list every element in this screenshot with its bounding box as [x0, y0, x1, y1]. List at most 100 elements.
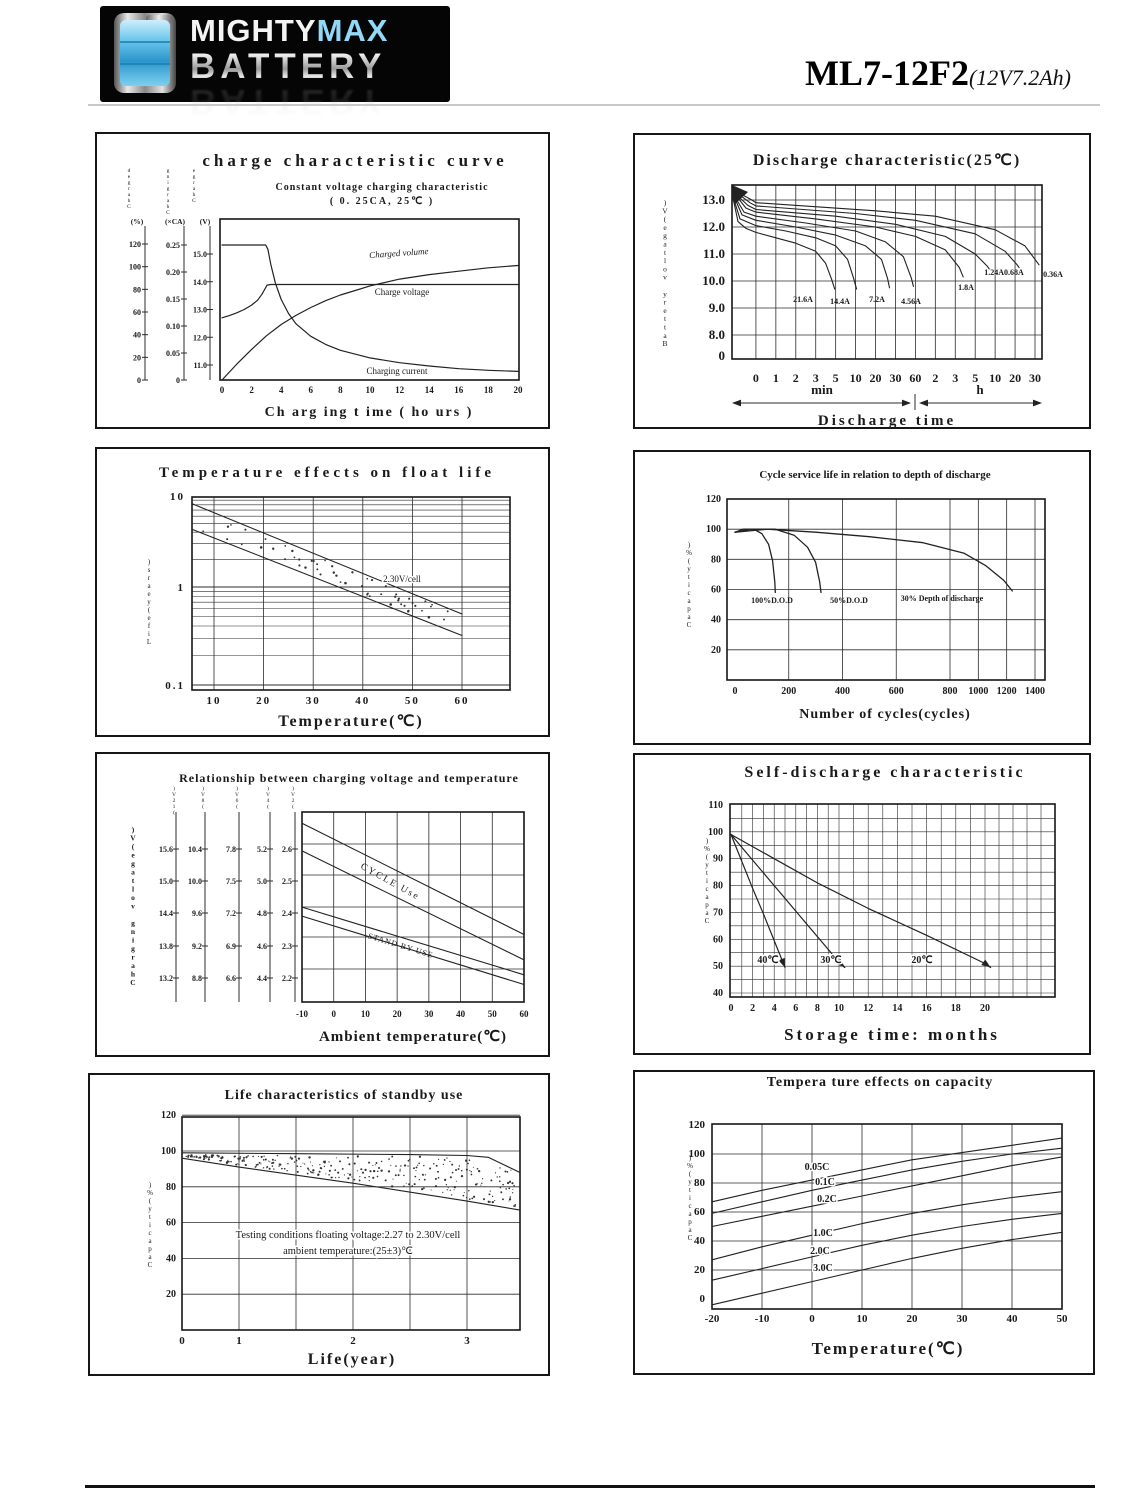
svg-text:V: V [201, 792, 205, 798]
svg-text:20: 20 [907, 1313, 919, 1325]
svg-text:15.0: 15.0 [193, 250, 207, 259]
svg-text:): ) [292, 785, 294, 792]
svg-text:5: 5 [972, 371, 978, 385]
svg-text:0.20: 0.20 [166, 268, 180, 277]
svg-text:n: n [167, 174, 170, 180]
svg-text:2: 2 [292, 798, 295, 804]
svg-text:2.6: 2.6 [282, 845, 292, 854]
footer-rule [85, 1485, 1095, 1488]
svg-text:i: i [149, 1221, 151, 1229]
svg-text:(: ( [132, 842, 135, 851]
svg-text:a: a [705, 909, 709, 917]
svg-text:c: c [687, 589, 690, 597]
svg-text:100: 100 [129, 263, 141, 272]
svg-text:Charging current: Charging current [366, 366, 428, 376]
svg-text:3: 3 [952, 371, 958, 385]
svg-text:C: C [688, 1234, 693, 1242]
chart-self-discharge: Self-discharge characteristic 110 100 90 80 7… [633, 753, 1091, 1055]
svg-text:100: 100 [706, 524, 721, 535]
svg-text:Discharge time: Discharge time [818, 413, 956, 427]
svg-text:Number of cycles(cycles): Number of cycles(cycles) [799, 707, 970, 722]
svg-text:4.8: 4.8 [257, 909, 267, 918]
svg-text:-10: -10 [296, 1009, 308, 1019]
svg-text:30: 30 [889, 371, 901, 385]
svg-text:8: 8 [202, 798, 205, 804]
svg-text:40: 40 [133, 331, 141, 340]
svg-text:18: 18 [484, 385, 494, 395]
chart-charging-voltage-temperature: Relationship between charging voltage an… [95, 752, 550, 1057]
svg-text:0: 0 [809, 1313, 815, 1325]
svg-text:4.4: 4.4 [257, 974, 267, 983]
svg-text:c: c [688, 1202, 691, 1210]
svg-text:50: 50 [1057, 1313, 1069, 1325]
svg-text:Self-discharge characteristic: Self-discharge characteristic [744, 764, 1025, 781]
svg-text:20: 20 [133, 353, 141, 362]
svg-text:2.5: 2.5 [282, 877, 292, 886]
svg-text:): ) [688, 541, 691, 549]
svg-text:l: l [132, 885, 134, 894]
svg-text:80: 80 [711, 554, 721, 565]
svg-text:): ) [706, 837, 709, 845]
svg-text:r: r [128, 186, 130, 192]
svg-text:2.30V/cell: 2.30V/cell [383, 574, 421, 584]
svg-text:80: 80 [713, 881, 723, 892]
svg-text:120: 120 [161, 1110, 176, 1121]
svg-text:s: s [148, 566, 151, 574]
svg-text:12: 12 [395, 385, 405, 395]
svg-text:V: V [266, 792, 270, 798]
svg-text:2.0C: 2.0C [810, 1246, 830, 1257]
svg-text:i: i [148, 630, 150, 638]
svg-text:21.6A: 21.6A [793, 295, 813, 304]
svg-text:Cycle service life in relation: Cycle service life in relation to depth … [759, 469, 990, 481]
svg-text:g: g [128, 180, 131, 186]
svg-text:0.2C: 0.2C [817, 1194, 837, 1205]
svg-text:6.9: 6.9 [226, 942, 236, 951]
svg-text:4: 4 [279, 385, 284, 395]
svg-text:0.15: 0.15 [166, 295, 180, 304]
svg-text:20: 20 [256, 695, 271, 707]
svg-text:V: V [291, 792, 295, 798]
svg-text:-20: -20 [705, 1313, 720, 1325]
logo-line1: MIGHTYMAX [190, 14, 445, 48]
svg-text:e: e [131, 851, 135, 860]
svg-text:100%D.O.D: 100%D.O.D [751, 596, 793, 605]
svg-text:ambient temperature:(25±3)℃: ambient temperature:(25±3)℃ [283, 1246, 413, 1257]
header-divider [88, 104, 1100, 106]
svg-text:0.1: 0.1 [165, 680, 185, 692]
svg-text:0.25: 0.25 [166, 241, 180, 250]
svg-text:120: 120 [706, 494, 721, 505]
svg-text:a: a [663, 331, 667, 340]
svg-text:t: t [149, 1213, 151, 1221]
svg-text:6.6: 6.6 [226, 974, 236, 983]
svg-text:100: 100 [161, 1146, 176, 1157]
svg-text:40: 40 [713, 988, 723, 999]
svg-text:15.0: 15.0 [159, 877, 173, 886]
svg-text:n: n [131, 927, 136, 936]
svg-text:a: a [193, 186, 196, 192]
svg-text:20: 20 [1009, 371, 1021, 385]
svg-text:): ) [689, 1154, 692, 1162]
logo-word-battery: BATTERY [190, 48, 445, 86]
svg-text:6: 6 [236, 798, 239, 804]
chart-float-life: Temperature effects on float life 10 1 0.1)… [95, 447, 550, 737]
svg-text:4.56A: 4.56A [901, 297, 921, 306]
svg-text:12: 12 [863, 1003, 873, 1014]
svg-text:C: C [130, 978, 135, 987]
svg-text:a: a [148, 1237, 152, 1245]
svg-text:0: 0 [179, 1335, 185, 1347]
svg-text:30: 30 [957, 1313, 969, 1325]
svg-text:12.0: 12.0 [702, 219, 725, 234]
svg-text:60: 60 [166, 1218, 176, 1229]
svg-text:a: a [688, 1210, 692, 1218]
svg-text:4: 4 [267, 798, 270, 804]
svg-text:50%D.O.D: 50%D.O.D [830, 596, 868, 605]
svg-text:e: e [663, 223, 667, 232]
svg-text:e: e [193, 168, 196, 174]
svg-text:11.0: 11.0 [703, 246, 725, 261]
svg-text:200: 200 [781, 686, 796, 697]
svg-text:C: C [148, 1261, 153, 1269]
svg-text:3: 3 [813, 371, 819, 385]
svg-text:): ) [149, 1181, 152, 1189]
svg-text:8.0: 8.0 [709, 327, 725, 342]
